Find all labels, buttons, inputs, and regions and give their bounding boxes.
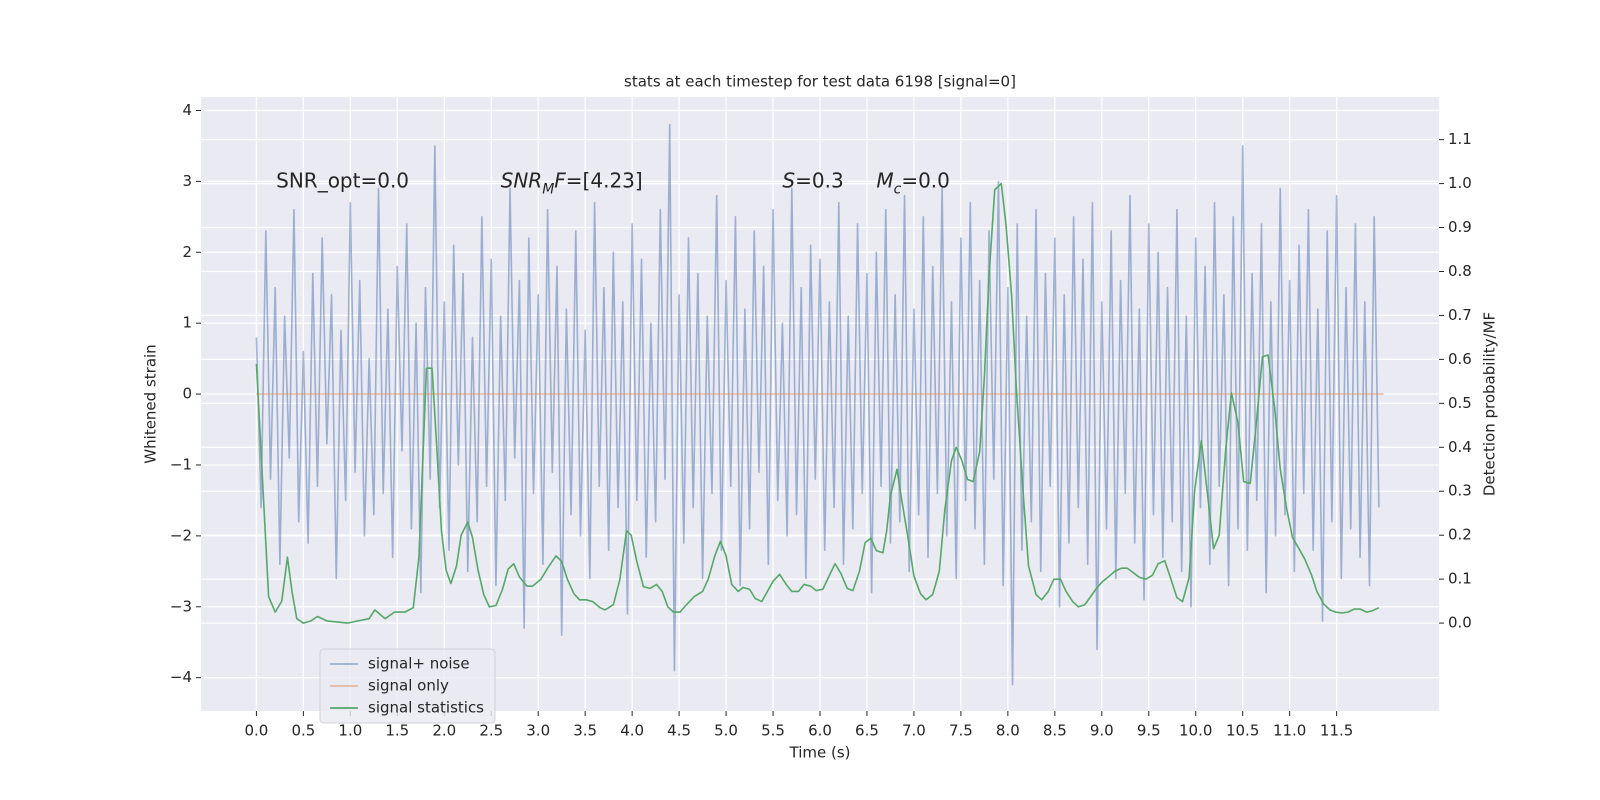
x-tick-label: 0.0 (244, 722, 268, 740)
x-tick-label: 11.0 (1273, 722, 1306, 740)
y-tick-label: 0 (182, 385, 192, 403)
legend-box (319, 648, 496, 724)
x-tick-label: 3.5 (573, 722, 597, 740)
legend-label: signal only (368, 677, 449, 695)
y-tick-label: −3 (170, 597, 192, 615)
x-tick-label: 2.5 (479, 722, 503, 740)
annotation-part: M (542, 181, 554, 197)
annotation-part: SNR (501, 168, 543, 192)
x-tick-label: 4.5 (667, 722, 691, 740)
y-tick-label: −2 (170, 526, 192, 544)
y-tick-label: 1 (182, 314, 192, 332)
y2-tick-label: 1.0 (1448, 174, 1472, 192)
x-tick-label: 10.5 (1226, 722, 1259, 740)
y2-tick-label: 0.9 (1448, 218, 1472, 236)
y-tick-label: −1 (170, 455, 192, 473)
legend: signal+ noise signal only signal statistic… (319, 648, 496, 724)
x-tick-label: 7.0 (902, 722, 926, 740)
x-tick-label: 2.0 (432, 722, 456, 740)
x-tick-label: 4.0 (620, 722, 644, 740)
annotation-part: SNR_opt=0.0 (276, 168, 409, 192)
y-tick-label: 4 (182, 101, 192, 119)
x-tick-label: 10.0 (1179, 722, 1212, 740)
x-tick-label: 9.0 (1090, 722, 1114, 740)
x-axis-label: Time (s) (789, 744, 851, 762)
x-tick-label: 6.5 (855, 722, 879, 740)
x-tick-label: 8.5 (1043, 722, 1067, 740)
x-tick-label: 8.0 (996, 722, 1020, 740)
x-tick-label: 1.0 (338, 722, 362, 740)
annotation-part: M (876, 168, 893, 192)
y2-tick-label: 0.8 (1448, 262, 1472, 280)
y2-tick-label: 0.5 (1448, 394, 1472, 412)
annotation-part: F (554, 168, 566, 192)
y-tick-label: 3 (182, 172, 192, 190)
x-tick-label: 1.5 (385, 722, 409, 740)
y2-axis-label: Detection probability/MF (1481, 312, 1499, 496)
annotation-part: =[4.23] (566, 168, 643, 192)
x-tick-label: 5.5 (761, 722, 785, 740)
x-tick-label: 9.5 (1137, 722, 1161, 740)
legend-label: signal+ noise (368, 655, 470, 673)
x-tick-label: 5.0 (714, 722, 738, 740)
x-tick-label: 3.0 (526, 722, 550, 740)
y-tick-label: −4 (170, 668, 192, 686)
annotation-part: S (782, 168, 795, 192)
legend-label: signal statistics (368, 699, 484, 717)
y2-tick-label: 0.1 (1448, 570, 1472, 588)
y-tick-label: 2 (182, 243, 192, 261)
annotation: S=0.3 (782, 168, 843, 192)
annotation-part: c (894, 181, 902, 197)
x-tick-label: 6.0 (808, 722, 832, 740)
y2-tick-label: 0.6 (1448, 350, 1472, 368)
x-tick-label: 11.5 (1320, 722, 1353, 740)
y2-tick-label: 0.4 (1448, 438, 1472, 456)
x-tick-label: 7.5 (949, 722, 973, 740)
annotation-part: =0.0 (901, 168, 950, 192)
y2-tick-label: 0.3 (1448, 482, 1472, 500)
y-axis-label: Whitened strain (142, 344, 160, 463)
annotation: SNRMF=[4.23] (501, 168, 643, 198)
x-tick-label: 0.5 (291, 722, 315, 740)
annotation-part: =0.3 (795, 168, 844, 192)
series-line (255, 182, 1380, 624)
y2-tick-label: 0.2 (1448, 526, 1472, 544)
y2-tick-label: 0.7 (1448, 306, 1472, 324)
annotation: SNR_opt=0.0 (276, 168, 409, 192)
y2-tick-label: 0.0 (1448, 614, 1472, 632)
y2-tick-label: 1.1 (1448, 130, 1472, 148)
annotation: Mc=0.0 (876, 168, 950, 198)
chart-title: stats at each timestep for test data 619… (624, 73, 1016, 91)
